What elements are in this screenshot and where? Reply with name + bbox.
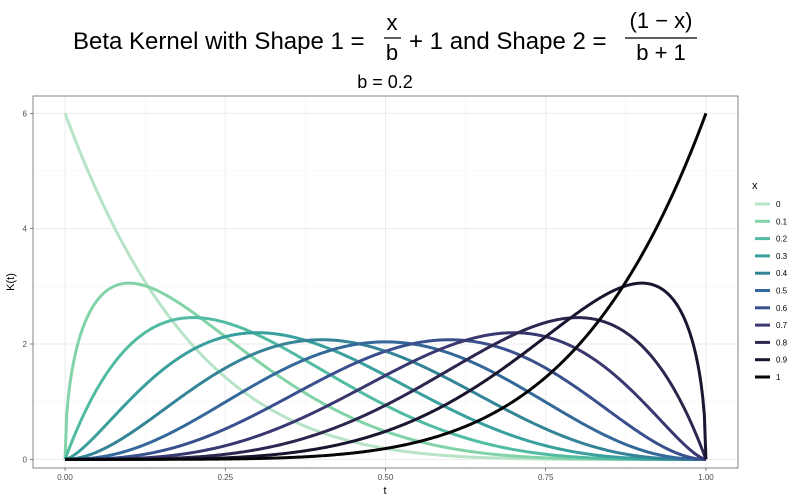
legend-label-0.2: 0.2: [776, 235, 788, 244]
chart-title-prefix: Beta Kernel with Shape 1 =: [73, 28, 365, 55]
legend-label-0.4: 0.4: [776, 269, 788, 278]
y-tick-label: 6: [23, 109, 28, 118]
series-line-0.7: [65, 331, 707, 461]
y-axis-label: K(t): [5, 273, 17, 291]
legend-label-0.3: 0.3: [776, 252, 788, 261]
legend-label-0.6: 0.6: [776, 304, 788, 313]
y-tick-label: 0: [23, 455, 28, 464]
grid-lines: [33, 96, 738, 468]
x-tick-label: 0.75: [538, 473, 554, 482]
series-line-0.6: [65, 338, 706, 461]
y-tick-label: 4: [23, 225, 28, 234]
legend-label-1: 1: [776, 373, 781, 382]
x-axis-label: t: [383, 485, 386, 497]
chart-subtitle: b = 0.2: [357, 72, 413, 92]
chart-title-frac1-num: x: [387, 10, 398, 35]
legend-title: x: [752, 180, 758, 192]
x-tick-label: 0.50: [378, 473, 394, 482]
legend-label-0.9: 0.9: [776, 356, 788, 365]
chart-title-frac1-den: b: [386, 40, 398, 65]
chart-title-frac2-den: b + 1: [636, 40, 686, 65]
legend-label-0.8: 0.8: [776, 338, 788, 347]
legend-label-0.5: 0.5: [776, 287, 788, 296]
series-line-0.5: [65, 340, 706, 461]
series-line-1: [65, 112, 708, 461]
legend-label-0.1: 0.1: [776, 217, 788, 226]
x-tick-label: 0.25: [217, 473, 233, 482]
y-tick-label: 2: [23, 340, 28, 349]
chart-title-mid: + 1 and Shape 2 =: [409, 28, 607, 55]
x-tick-label: 1.00: [698, 473, 714, 482]
legend-label-0.7: 0.7: [776, 321, 788, 330]
legend: 0 0.1 0.2 0.3 0.4 0.5 0.6 0.7 0.8 0.9 1: [755, 200, 788, 382]
chart-title-frac2-num: (1 − x): [630, 8, 693, 33]
y-axis: 0 2 4 6: [23, 109, 33, 464]
legend-label-0: 0: [776, 200, 781, 209]
series-lines: [63, 112, 708, 461]
x-tick-label: 0.00: [57, 473, 73, 482]
x-axis: 0.00 0.25 0.50 0.75 1.00: [57, 468, 714, 482]
